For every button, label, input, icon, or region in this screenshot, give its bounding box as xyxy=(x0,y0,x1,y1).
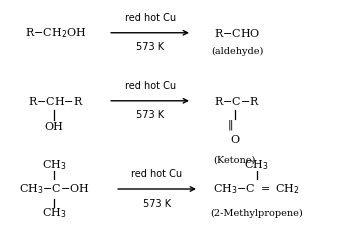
Text: CH$_3$: CH$_3$ xyxy=(244,158,269,172)
Text: (aldehyde): (aldehyde) xyxy=(211,47,263,56)
Text: red hot Cu: red hot Cu xyxy=(125,81,176,91)
Text: (2-Methylpropene): (2-Methylpropene) xyxy=(210,208,303,217)
Text: O: O xyxy=(230,135,239,145)
Text: R$-$C$-$R: R$-$C$-$R xyxy=(214,95,260,107)
Text: R$-$CHO: R$-$CHO xyxy=(214,27,260,39)
Text: red hot Cu: red hot Cu xyxy=(125,13,176,23)
Text: CH$_3$: CH$_3$ xyxy=(42,206,66,220)
Text: 573 K: 573 K xyxy=(136,110,164,120)
Text: OH: OH xyxy=(45,122,64,132)
Text: $\|$: $\|$ xyxy=(227,118,233,133)
Text: R$-$CH$_2$OH: R$-$CH$_2$OH xyxy=(25,26,87,40)
Text: (Ketone): (Ketone) xyxy=(213,155,256,165)
Text: CH$_3$$-$C $=$ CH$_2$: CH$_3$$-$C $=$ CH$_2$ xyxy=(213,182,300,196)
Text: CH$_3$: CH$_3$ xyxy=(42,158,66,172)
Text: R$-$CH$-$R: R$-$CH$-$R xyxy=(28,95,84,107)
Text: 573 K: 573 K xyxy=(136,42,164,52)
Text: 573 K: 573 K xyxy=(143,199,171,209)
Text: red hot Cu: red hot Cu xyxy=(132,169,183,179)
Text: CH$_3$$-$C$-$OH: CH$_3$$-$C$-$OH xyxy=(18,182,90,196)
